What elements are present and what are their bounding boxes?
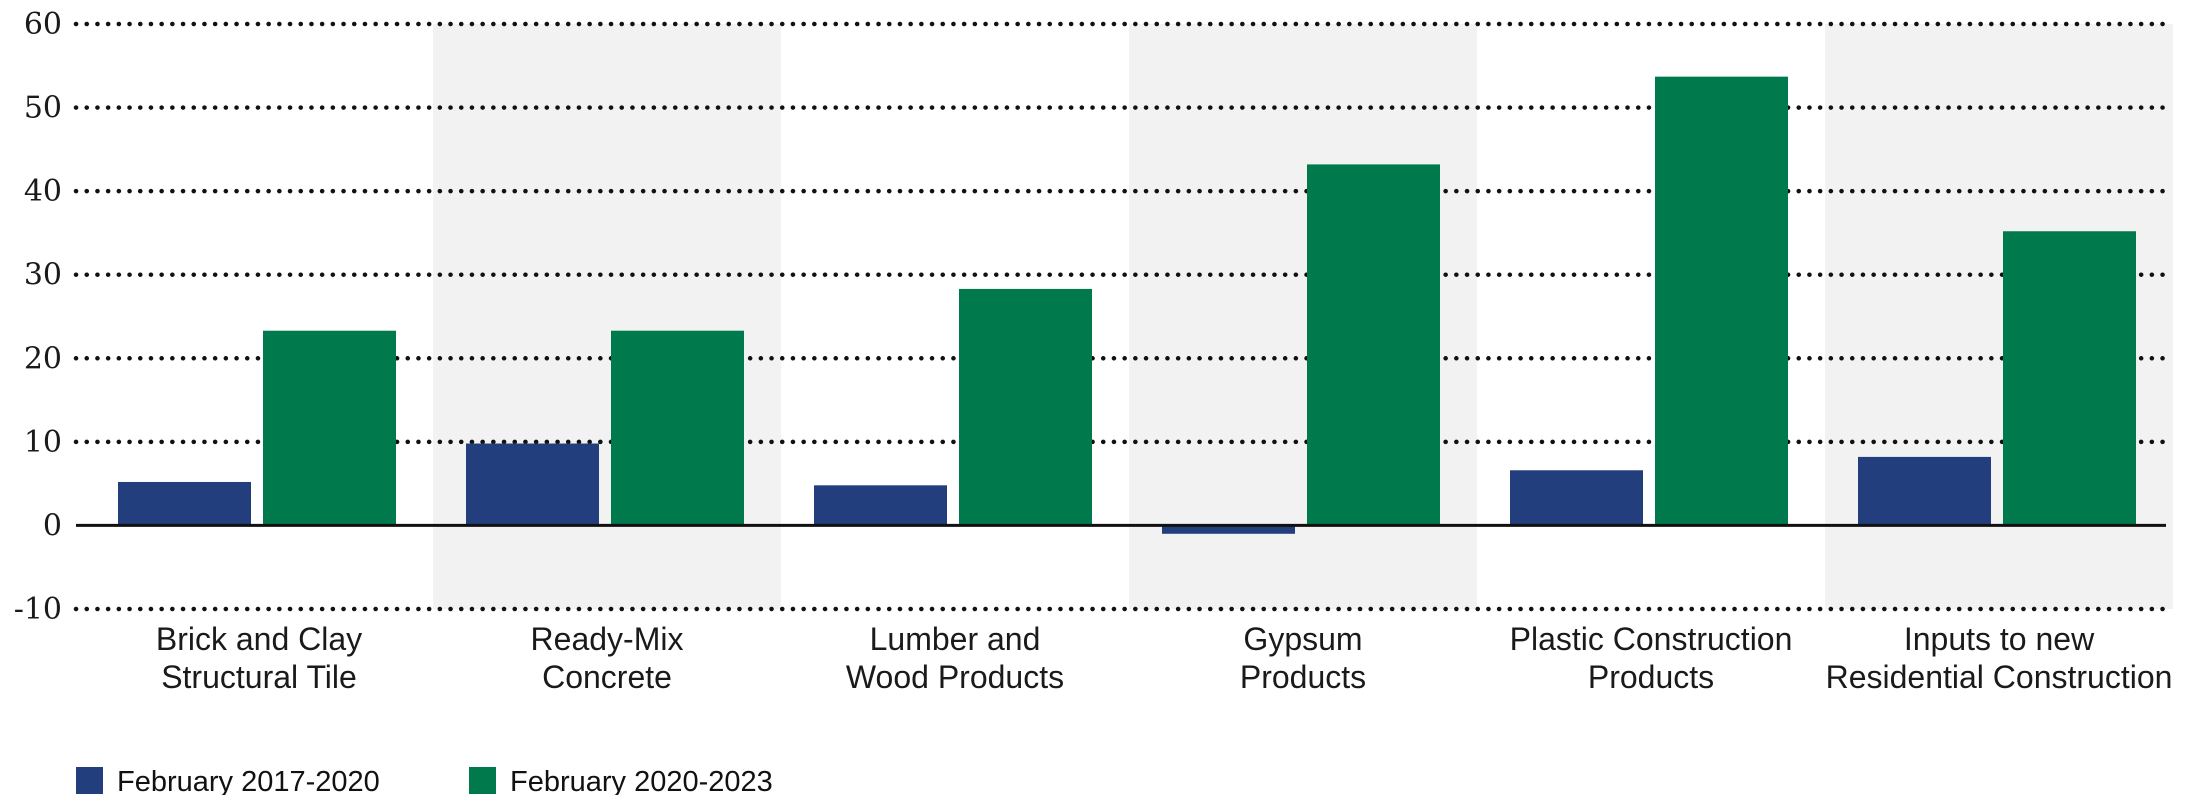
bar-series1-cat3 [1307, 164, 1440, 526]
x-tick-label: Lumber and [870, 621, 1041, 657]
bar-series0-cat4 [1510, 470, 1643, 526]
bar-series0-cat1 [466, 443, 599, 526]
legend: February 2017-2020 February 2020-2023 [76, 766, 773, 795]
y-tick-label: 20 [24, 341, 62, 376]
x-tick-label: Structural Tile [161, 659, 357, 695]
bar-series0-cat0 [118, 481, 251, 526]
bar-series0-cat5 [1858, 456, 1991, 526]
x-tick-label: Wood Products [846, 659, 1064, 695]
x-tick-label: Concrete [542, 659, 672, 695]
bar-series1-cat2 [959, 288, 1092, 526]
bar-series0-cat2 [814, 485, 947, 526]
bar-series0-cat3 [1162, 525, 1295, 534]
x-tick-label: Residential Construction [1826, 659, 2173, 695]
bar-series1-cat5 [2003, 231, 2136, 526]
legend-label-1: February 2020-2023 [510, 766, 773, 795]
legend-label-0: February 2017-2020 [117, 766, 380, 795]
x-tick-label: Products [1588, 659, 1714, 695]
y-tick-label: 60 [24, 7, 62, 42]
bar-series1-cat0 [263, 330, 396, 526]
bar-series1-cat1 [611, 330, 744, 526]
y-tick-label: 10 [24, 425, 62, 460]
bar-series1-cat4 [1655, 76, 1788, 526]
bars [118, 76, 2136, 534]
y-tick-label: 30 [24, 258, 62, 293]
x-tick-label: Ready-Mix [531, 621, 684, 657]
x-tick-label: Plastic Construction [1510, 621, 1793, 657]
x-tick-label: Products [1240, 659, 1366, 695]
x-tick-label: Gypsum [1243, 621, 1362, 657]
legend-swatch-0 [76, 767, 103, 794]
x-tick-label: Brick and Clay [156, 621, 362, 657]
x-tick-label: Inputs to new [1904, 621, 2095, 657]
y-tick-label: 50 [24, 91, 62, 126]
y-axis-tick-labels: 60 50 40 30 20 10 0 -10 [14, 7, 62, 627]
y-tick-label: 40 [24, 174, 62, 209]
y-tick-label: -10 [14, 592, 62, 627]
legend-swatch-1 [469, 767, 496, 794]
y-tick-label: 0 [43, 508, 62, 543]
